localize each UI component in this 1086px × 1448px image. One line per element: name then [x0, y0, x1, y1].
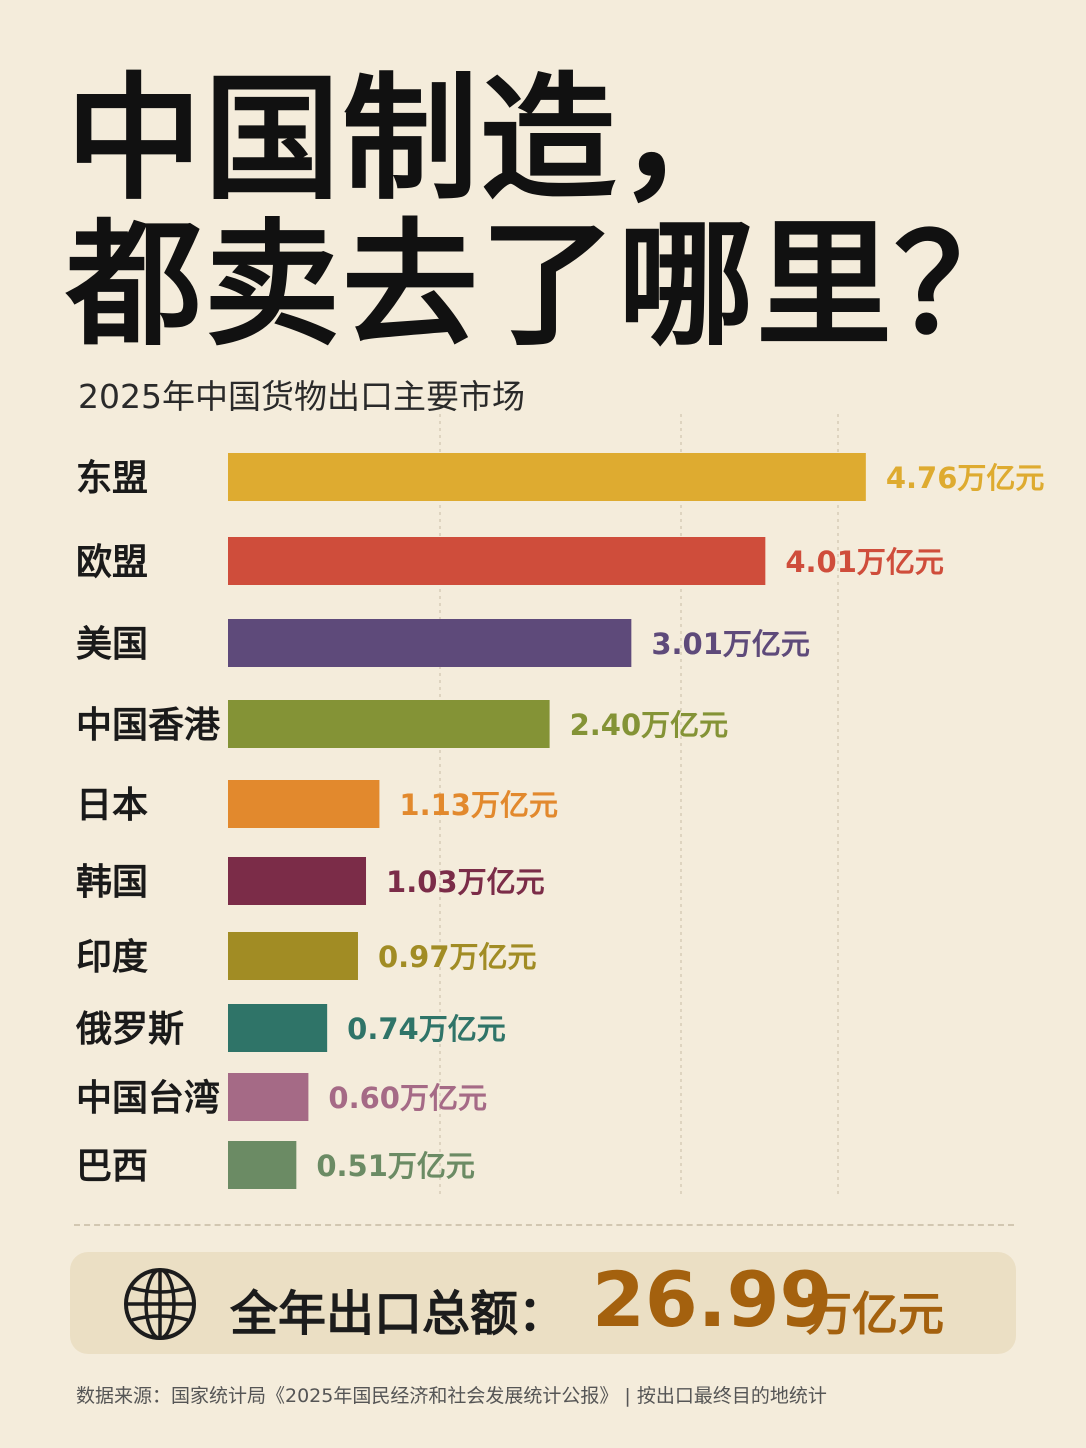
category-label: 欧盟	[76, 542, 148, 583]
value-label: 2.40万亿元	[570, 708, 729, 742]
globe-icon	[124, 1268, 196, 1340]
category-label: 中国台湾	[76, 1077, 220, 1119]
category-label: 韩国	[76, 862, 148, 903]
source-note: 数据来源：国家统计局《2025年国民经济和社会发展统计公报》 | 按出口最终目的…	[76, 1385, 827, 1407]
bar	[228, 932, 358, 980]
chart-subtitle: 2025年中国货物出口主要市场	[78, 377, 525, 416]
divider	[74, 1224, 1014, 1226]
value-label: 0.97万亿元	[378, 940, 537, 974]
total-box: 全年出口总额： 26.99 万亿元	[70, 1252, 1016, 1354]
bar	[228, 857, 367, 905]
total-unit: 万亿元	[806, 1287, 944, 1341]
bar	[228, 780, 380, 828]
total-value: 26.99	[592, 1255, 833, 1344]
title-line-1: 中国制造，	[66, 61, 756, 219]
bar	[228, 453, 866, 501]
category-label: 东盟	[76, 458, 148, 499]
category-label: 中国香港	[76, 705, 221, 746]
bar	[228, 1004, 328, 1052]
value-label: 1.03万亿元	[386, 865, 545, 899]
bar	[228, 1073, 309, 1121]
value-label: 1.13万亿元	[399, 788, 558, 822]
value-label: 0.51万亿元	[316, 1149, 475, 1183]
value-label: 4.76万亿元	[886, 461, 1045, 495]
value-label: 0.60万亿元	[328, 1081, 487, 1115]
category-label: 巴西	[76, 1146, 148, 1187]
bar	[228, 700, 550, 748]
value-label: 0.74万亿元	[347, 1012, 506, 1046]
category-label: 日本	[76, 785, 148, 826]
category-label: 印度	[76, 937, 148, 978]
category-label: 美国	[76, 624, 148, 665]
bar	[228, 1141, 297, 1189]
bar	[228, 537, 766, 585]
title-line-2: 都卖去了哪里？	[66, 207, 1032, 365]
bar	[228, 619, 632, 667]
category-label: 俄罗斯	[75, 1009, 184, 1050]
total-label: 全年出口总额：	[230, 1286, 567, 1342]
value-label: 4.01万亿元	[785, 545, 944, 579]
value-label: 3.01万亿元	[651, 627, 810, 661]
